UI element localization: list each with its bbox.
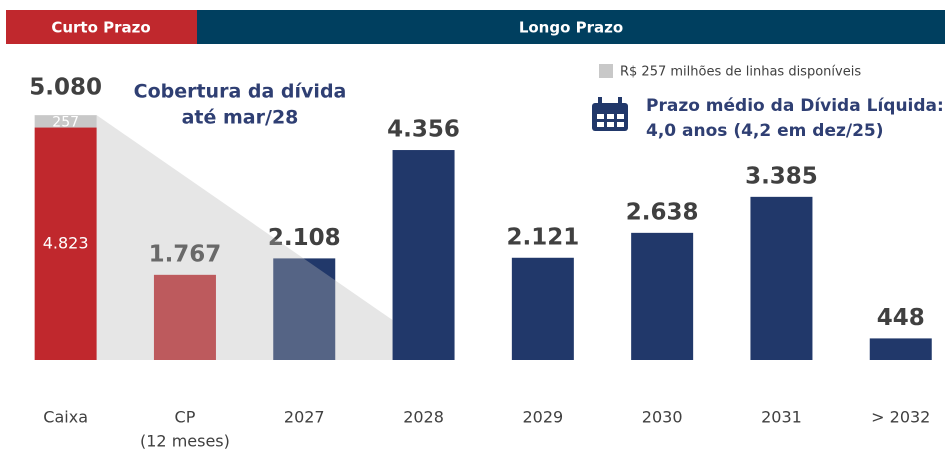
x-tick-label: Caixa (43, 408, 88, 427)
header-long (197, 10, 945, 44)
x-tick-label: CP (175, 408, 196, 427)
value-label: 1.767 (149, 241, 222, 267)
header-short (6, 10, 197, 44)
bar (750, 196, 813, 360)
total-label: 5.080 (29, 75, 102, 101)
bar (34, 127, 97, 360)
legend-label: R$ 257 milhões de linhas disponíveis (620, 65, 861, 80)
value-label: 448 (877, 305, 925, 331)
legend-swatch (599, 64, 613, 78)
bar-segment (34, 115, 97, 128)
bar (153, 274, 216, 360)
x-tick-label: > 2032 (871, 408, 930, 427)
value-label: 3.385 (745, 163, 818, 189)
x-tick-label: 2028 (403, 408, 444, 427)
calendar-icon (592, 97, 628, 131)
header-label: Longo Prazo (519, 19, 623, 37)
annotation: Prazo médio da Dívida Líquida: (646, 96, 944, 116)
header-label: Curto Prazo (51, 19, 150, 37)
value-label: 2.108 (268, 225, 341, 251)
x-tick-label: 2030 (642, 408, 683, 427)
segment-label: 257 (52, 114, 79, 130)
value-label: 2.121 (506, 224, 579, 250)
annotation: Cobertura da dívida (134, 81, 347, 103)
annotation: até mar/28 (182, 107, 299, 129)
x-tick-label: 2029 (522, 408, 563, 427)
value-label: 4.823 (43, 233, 89, 252)
annotation: 4,0 anos (4,2 em dez/25) (646, 121, 884, 141)
x-tick-label: (12 meses) (140, 432, 230, 451)
bar (869, 338, 932, 360)
bar (631, 232, 694, 360)
bar (392, 150, 455, 360)
bar (511, 257, 574, 360)
value-label: 2.638 (626, 199, 699, 225)
coverage-shade (96, 115, 393, 360)
bar (273, 258, 336, 360)
x-tick-label: 2027 (284, 408, 325, 427)
x-tick-label: 2031 (761, 408, 802, 427)
value-label: 4.356 (387, 117, 460, 143)
